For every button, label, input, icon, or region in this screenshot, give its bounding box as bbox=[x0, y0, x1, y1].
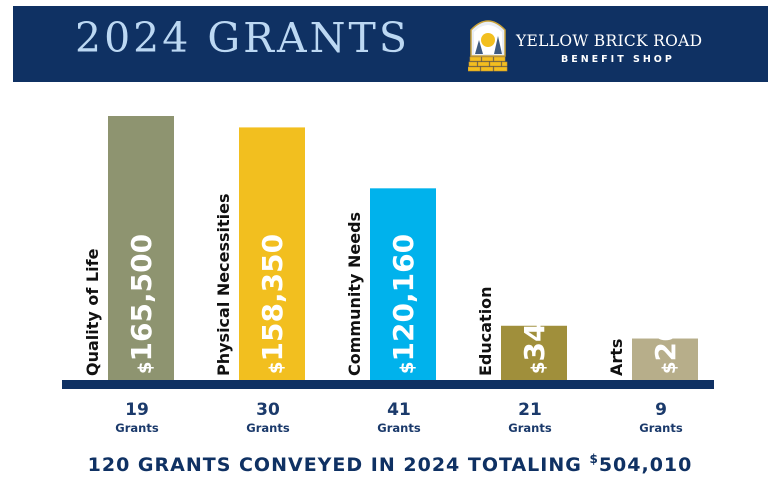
bar-value-label-3: $120,160 bbox=[387, 234, 420, 374]
category-label-2: Physical Necessities bbox=[214, 193, 233, 376]
bar-value-amount: 120,160 bbox=[387, 234, 420, 362]
bar-value-amount: 26,000 bbox=[649, 253, 682, 361]
x-axis-baseline bbox=[62, 380, 714, 389]
bar-value-currency: $ bbox=[397, 361, 418, 374]
grant-count-unit-3: Grants bbox=[377, 421, 421, 435]
bar-value-amount: 158,350 bbox=[256, 234, 289, 362]
grant-count-5: 9 bbox=[655, 400, 667, 420]
category-label-5: Arts bbox=[607, 339, 626, 376]
brand-subtitle: BENEFIT SHOP bbox=[561, 54, 675, 65]
grant-count-1: 19 bbox=[125, 400, 149, 420]
header-banner: 2024 GRANTS YELLOW BRICK ROAD BENEFIT SH… bbox=[13, 6, 768, 82]
category-label-3: Community Needs bbox=[345, 212, 364, 376]
bar-3 bbox=[370, 188, 436, 380]
bar-value-amount: 165,500 bbox=[125, 234, 158, 362]
grant-count-4: 21 bbox=[518, 400, 542, 420]
bar-value-currency: $ bbox=[528, 361, 549, 374]
bar-5 bbox=[632, 338, 698, 380]
grant-count-unit-2: Grants bbox=[246, 421, 290, 435]
grant-count-unit-5: Grants bbox=[639, 421, 683, 435]
summary-footer: 120 GRANTS CONVEYED IN 2024 TOTALING $50… bbox=[0, 452, 780, 476]
grant-count-2: 30 bbox=[256, 400, 280, 420]
category-label-1: Quality of Life bbox=[83, 248, 102, 376]
bar-value-label-4: $34,000 bbox=[518, 253, 551, 374]
summary-currency-symbol: $ bbox=[589, 452, 599, 466]
bar-1 bbox=[108, 116, 174, 380]
brand-name: YELLOW BRICK ROAD bbox=[516, 32, 703, 50]
bar-4 bbox=[501, 325, 567, 380]
bar-value-currency: $ bbox=[266, 361, 287, 374]
yellow-brick-road-logo-icon bbox=[468, 20, 508, 72]
bar-value-amount: 34,000 bbox=[518, 253, 551, 361]
summary-text: 120 GRANTS CONVEYED IN 2024 TOTALING bbox=[87, 454, 590, 476]
grant-count-3: 41 bbox=[387, 400, 411, 420]
bar-2 bbox=[239, 127, 305, 380]
bar-value-label-2: $158,350 bbox=[256, 234, 289, 374]
page-title: 2024 GRANTS bbox=[75, 14, 410, 62]
bar-value-currency: $ bbox=[659, 361, 680, 374]
grant-count-unit-1: Grants bbox=[115, 421, 159, 435]
summary-total: 504,010 bbox=[598, 454, 693, 476]
grant-count-unit-4: Grants bbox=[508, 421, 552, 435]
bar-value-currency: $ bbox=[135, 361, 156, 374]
bar-value-label-5: $26,000 bbox=[649, 253, 682, 374]
category-label-4: Education bbox=[476, 286, 495, 376]
bar-value-label-1: $165,500 bbox=[125, 234, 158, 374]
